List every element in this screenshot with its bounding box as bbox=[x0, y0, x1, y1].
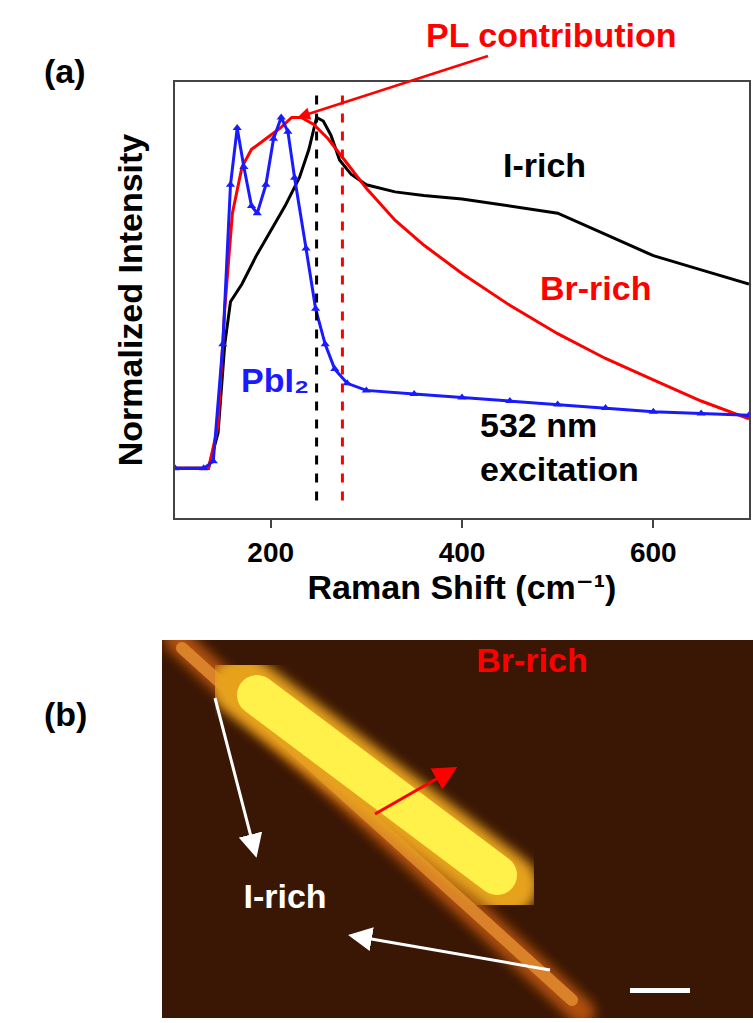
svg-text:400: 400 bbox=[439, 537, 486, 568]
svg-text:Br-rich: Br-rich bbox=[540, 269, 651, 307]
svg-text:200: 200 bbox=[247, 537, 294, 568]
svg-text:PL contribution: PL contribution bbox=[426, 16, 677, 54]
svg-text:Br-rich: Br-rich bbox=[476, 641, 587, 679]
svg-text:600: 600 bbox=[630, 537, 677, 568]
svg-text:532 nmexcitation: 532 nmexcitation bbox=[480, 406, 639, 488]
svg-text:PbI₂: PbI₂ bbox=[241, 361, 309, 399]
html-text:(b): (b) bbox=[44, 695, 88, 733]
svg-text:I-rich: I-rich bbox=[503, 146, 586, 184]
svg-text:Raman Shift (cm⁻¹): Raman Shift (cm⁻¹) bbox=[308, 568, 617, 606]
svg-text:I-rich: I-rich bbox=[243, 877, 326, 915]
html-text:(a): (a) bbox=[44, 52, 86, 90]
svg-text:Normalized Intensity: Normalized Intensity bbox=[111, 134, 149, 467]
